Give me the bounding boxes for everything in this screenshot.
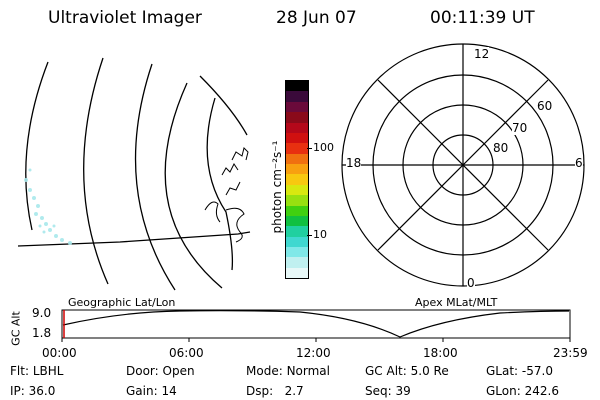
mlt-label-0: 0 xyxy=(467,276,475,290)
status-glat: GLat: -57.0 xyxy=(486,364,553,378)
colorbar-segment xyxy=(286,91,308,102)
grid-arc xyxy=(25,61,49,231)
status-gain: Gain: 14 xyxy=(126,384,177,398)
mlt-label-18: 18 xyxy=(346,156,362,170)
mlat-label-70: 70 xyxy=(512,121,528,135)
polar-panel-label: Apex MLat/MLT xyxy=(415,296,498,309)
header-date: 28 Jun 07 xyxy=(276,8,357,28)
mlat-label-80: 80 xyxy=(493,141,509,155)
timeline-ytick-label: 1.8 xyxy=(32,326,52,340)
header-time: 00:11:39 UT xyxy=(430,8,535,28)
coastline xyxy=(225,207,245,243)
timeline-xtick-label: 06:00 xyxy=(169,346,204,360)
colorbar-segment xyxy=(286,143,308,154)
coastline xyxy=(225,181,241,196)
status-flt: Flt: LBHL xyxy=(10,364,64,378)
grid-arc xyxy=(134,63,176,291)
colorbar-tick-label: 100 xyxy=(313,141,334,154)
colorbar-tick-label: 10 xyxy=(313,228,327,241)
status-glon: GLon: 242.6 xyxy=(486,384,559,398)
colorbar-segment xyxy=(286,247,308,258)
colorbar-tick xyxy=(307,148,312,149)
timeline-xtick-label: 00:00 xyxy=(42,346,77,360)
colorbar-segment xyxy=(286,122,308,133)
colorbar-segment xyxy=(286,153,308,164)
colorbar-segment xyxy=(286,81,308,92)
colorbar-segment xyxy=(286,236,308,247)
colorbar-segment xyxy=(286,215,308,227)
timeline-xtick-label: 18:00 xyxy=(423,346,458,360)
mlt-label-6: 6 xyxy=(575,156,583,170)
polar-diagonal xyxy=(377,79,549,251)
timeline-xtick-label: 23:59 xyxy=(553,346,588,360)
grid-arc xyxy=(199,75,248,136)
mlat-label-60: 60 xyxy=(537,99,553,113)
grid-arc xyxy=(206,97,234,271)
timeline-ytick-label: 9.0 xyxy=(32,306,52,320)
colorbar-segment xyxy=(286,267,308,279)
colorbar-segment xyxy=(286,205,308,216)
coastline xyxy=(204,201,221,223)
status-dsp: Dsp: 2.7 xyxy=(246,384,304,398)
colorbar-segment xyxy=(286,112,308,123)
grid-arc xyxy=(83,57,109,285)
coastline xyxy=(231,147,249,161)
orbit-altitude-curve xyxy=(62,310,570,338)
status-gc-alt: GC Alt: 5.0 Re xyxy=(365,364,449,378)
geographic-panel-label: Geographic Lat/Lon xyxy=(68,296,176,309)
colorbar-segment xyxy=(286,164,308,175)
colorbar xyxy=(285,80,309,279)
grid-arc xyxy=(164,82,223,289)
status-mode: Mode: Normal xyxy=(246,364,330,378)
colorbar-segment xyxy=(286,257,308,268)
colorbar-tick xyxy=(307,235,312,236)
aurora-emission xyxy=(24,168,72,245)
status-seq: Seq: 39 xyxy=(365,384,411,398)
status-door: Door: Open xyxy=(126,364,195,378)
colorbar-segment xyxy=(286,226,308,237)
colorbar-segment xyxy=(286,174,308,185)
coastline xyxy=(221,163,239,176)
colorbar-segment xyxy=(286,195,308,206)
instrument-title: Ultraviolet Imager xyxy=(48,8,202,28)
colorbar-segment xyxy=(286,132,308,144)
mlt-label-12: 12 xyxy=(474,47,490,61)
status-ip: IP: 36.0 xyxy=(10,384,56,398)
colorbar-segment xyxy=(286,184,308,196)
colorbar-segment xyxy=(286,101,308,113)
timeline-xtick-label: 12:00 xyxy=(296,346,331,360)
